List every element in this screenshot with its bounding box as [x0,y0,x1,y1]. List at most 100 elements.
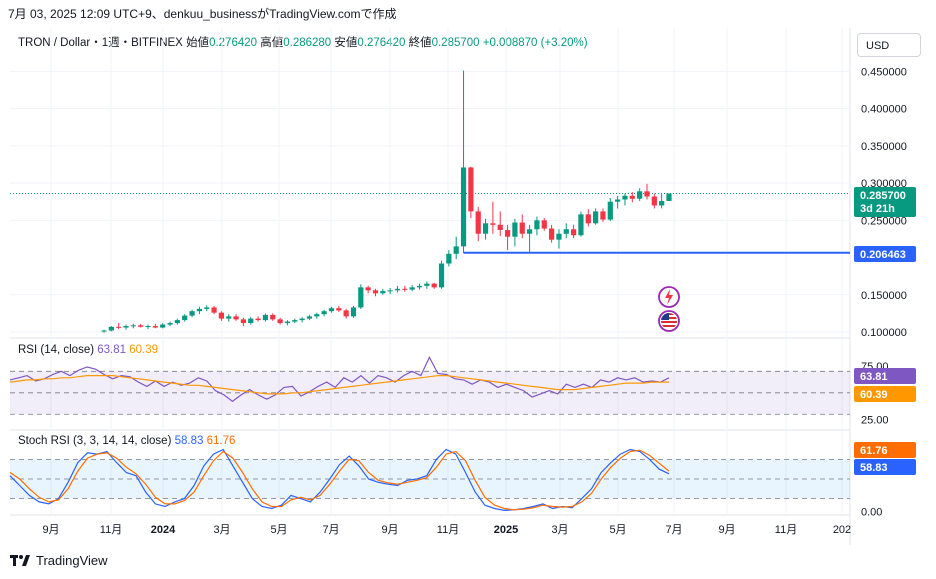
level-price-tag-bg [854,246,916,262]
candle-body [130,325,136,327]
candle-body [101,330,107,332]
stoch-k-tag-text: 58.83 [860,462,888,474]
time-tick-label: 2025 [494,524,518,536]
candle-body [218,312,225,319]
candle [160,323,166,329]
candle [270,313,276,321]
time-tick-label: 9月 [718,524,735,536]
candle [218,311,225,321]
candle [446,250,452,267]
candle-body [571,229,577,236]
candle-body [350,307,357,317]
stoch-k-value: 58.83 [174,435,204,447]
rsi-value: 63.81 [97,344,127,356]
candle-body [453,246,459,254]
candle-body [629,195,635,199]
symbol-label[interactable]: TRON / Dollar・1週・BITFINEX [18,37,183,49]
candle-body [365,287,371,291]
candle-body [343,310,349,317]
time-tick-label: 11月 [100,524,122,536]
candle [659,193,665,209]
candle-body [424,283,430,286]
stoch-d-line [9,449,670,511]
candle [651,193,657,209]
time-tick-label: 9月 [42,524,59,536]
candle [380,288,386,295]
open-label: 始値 [186,37,210,49]
candle [101,329,107,333]
stoch-legend: Stoch RSI (3, 3, 14, 14, close) 58.83 61… [18,435,235,447]
candle-body [446,253,452,264]
candle [145,324,151,330]
candle [138,323,144,328]
candle-body [123,326,129,328]
time-tick-label: 5月 [609,524,626,536]
us-flag-icon[interactable] [658,310,680,332]
footer-brand[interactable]: TradingView [10,553,108,568]
stoch-k-line [9,448,670,512]
candle-body [321,311,327,315]
candle-body [585,214,591,224]
candle-body [431,283,437,288]
time-tick-label: 202 [833,524,851,536]
candle [358,284,364,309]
lightning-icon[interactable] [658,286,680,308]
candle [350,305,357,318]
candle [475,206,481,242]
candle-body [270,314,276,320]
candle-body [240,319,247,324]
currency-button[interactable]: USD [857,33,921,57]
rsi-ma-value: 60.39 [129,344,159,356]
candle [196,306,202,315]
candle [424,281,430,289]
candle-body [497,224,503,231]
time-axis: 9月 11月 2024 3月 5月 7月 9月 11月 2025 3月 5月 7月 9月 11月 202 [42,524,851,536]
candle-body [548,228,555,240]
candle [497,211,503,236]
candle-body [666,193,672,201]
candle [578,211,584,237]
candle-body [328,308,335,312]
candle [541,218,547,231]
candle [167,321,173,327]
stoch-d-tag: 61.76 [854,442,916,458]
candle [152,323,158,329]
rsi-axis-label: 25.00 [861,415,889,427]
candle [644,183,650,200]
low-value: 0.276420 [357,37,406,49]
price-tick-label: 0.150000 [861,290,907,302]
rsi-label[interactable]: RSI (14, close) [18,344,95,356]
chart-caption: 7月 03, 2025 12:09 UTC+9、denkuu_businessが… [8,7,397,21]
stoch-label[interactable]: Stoch RSI (3, 3, 14, 14, close) [18,435,172,447]
candle-body [659,200,665,206]
candle-body [482,223,489,234]
candle [248,317,254,325]
candle-body [416,285,423,288]
price-tick-label: 0.350000 [861,141,907,153]
candle-body [394,288,401,291]
stoch-rsi-pane: 100.00 0.00 [9,441,895,519]
close-value: 0.285700 [431,37,480,49]
candle-body [372,290,379,294]
candle-body [152,326,158,328]
candle [482,218,489,240]
candle [607,197,613,222]
price-tick-label: 0.300000 [861,178,907,190]
candle [108,326,114,332]
current-price-tag-text: 0.285700 [860,190,906,202]
candle [453,236,459,260]
candle-body [204,307,210,309]
candle [116,323,122,330]
candle [336,305,342,312]
candle-body [468,167,474,212]
close-label: 終値 [408,37,432,49]
candle [277,317,283,325]
candle-body [314,314,320,317]
candle-body [145,326,151,328]
level-price-tag: 0.206463 [854,246,916,262]
candle [292,318,298,324]
candle-body [578,214,584,236]
